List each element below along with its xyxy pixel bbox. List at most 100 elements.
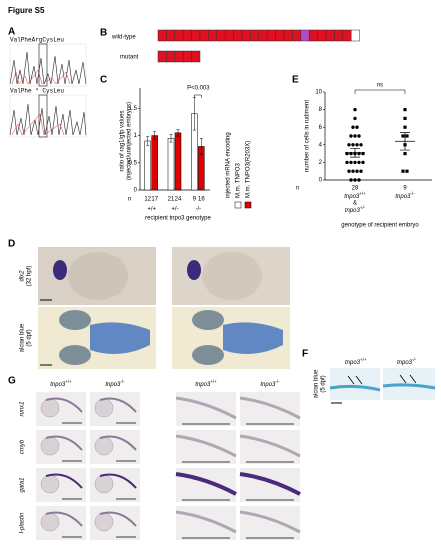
domain	[174, 29, 184, 42]
row-labels: dlx2 (32 hpf) alcian blue (5 dpf)	[20, 266, 33, 353]
x-label: recipient tnpo3 genotype	[145, 216, 211, 222]
domain	[199, 29, 209, 42]
domain	[233, 29, 243, 42]
n-value: 16	[198, 197, 205, 203]
domain	[166, 29, 176, 42]
point	[353, 178, 357, 182]
bracket	[194, 94, 202, 98]
domain	[208, 29, 218, 42]
domain	[241, 29, 251, 42]
legend-label: M.m. TNPO3	[236, 162, 242, 198]
column-header: tnpo3-/-	[105, 379, 125, 387]
point	[345, 160, 349, 165]
point	[403, 108, 407, 112]
image	[176, 392, 236, 426]
point	[353, 116, 357, 121]
point	[349, 178, 353, 182]
error-bar	[400, 132, 410, 151]
domain	[334, 29, 344, 42]
image	[240, 468, 300, 502]
embryo	[99, 397, 137, 413]
image	[240, 430, 300, 464]
panel-label: D	[8, 239, 15, 250]
n-label: n	[128, 197, 131, 203]
legend-title: injected mRNA encoding	[226, 132, 232, 198]
embryo	[239, 434, 301, 458]
y-tick-label: 10	[315, 90, 322, 96]
point	[403, 116, 407, 120]
bar	[174, 132, 182, 191]
embryo	[94, 436, 114, 456]
domain	[350, 29, 360, 42]
embryo	[45, 397, 83, 413]
error-bar	[146, 136, 150, 146]
annotation: ns	[377, 83, 383, 89]
point	[351, 143, 355, 147]
point	[401, 169, 405, 173]
x-tick-label: tnpo3+/+	[344, 191, 366, 199]
image	[176, 430, 236, 464]
point	[353, 107, 357, 112]
n-value: 28	[352, 186, 359, 192]
y-tick-label: 2	[319, 160, 323, 166]
y-tick-label: 0	[319, 178, 323, 184]
n-value: 9	[193, 197, 197, 203]
point	[403, 152, 407, 156]
images-f	[329, 368, 436, 404]
domain	[266, 29, 276, 42]
y-tick-label: 1	[134, 133, 138, 139]
chromatograms: ValPheArgCysLeu ValPhe * CysLeu	[9, 37, 87, 138]
point	[357, 160, 361, 165]
point	[355, 143, 359, 147]
panel-label: E	[292, 75, 299, 86]
n-value: 9	[403, 186, 407, 192]
embryo	[45, 473, 83, 489]
row-label: alcian blue	[20, 323, 26, 352]
point	[349, 134, 353, 138]
x-tick-label: &	[353, 201, 357, 207]
point	[347, 169, 351, 173]
error-bar	[199, 138, 203, 155]
row-label: (5 dpf)	[321, 375, 327, 392]
domain	[317, 29, 327, 42]
point	[357, 178, 361, 182]
embryo	[45, 435, 83, 451]
y-label: number of cells in rudiment	[305, 100, 311, 172]
domain	[166, 50, 176, 63]
embryo	[94, 398, 114, 418]
bar	[167, 138, 175, 191]
point	[405, 134, 409, 138]
panel-label: F	[302, 349, 308, 360]
point	[401, 134, 405, 138]
point	[361, 160, 365, 165]
x-tick-label: tnpo3+/-	[345, 205, 366, 213]
legend-swatch	[234, 201, 242, 209]
sequence: ValPheArgCysLeu	[10, 37, 64, 44]
embryo	[40, 512, 60, 532]
embryo	[99, 511, 137, 527]
panel-label: B	[100, 28, 107, 39]
row-label: (32 hpf)	[27, 266, 33, 287]
domain	[292, 29, 302, 42]
point	[347, 143, 351, 147]
embryo	[239, 510, 301, 534]
point	[403, 125, 407, 129]
panel-label: A	[8, 27, 15, 38]
point	[353, 134, 357, 138]
y-tick-label: 0.5	[129, 160, 138, 166]
embryo	[94, 474, 114, 494]
y-tick-label: 8	[319, 107, 323, 113]
point	[357, 134, 361, 138]
y-label: (injected/uninjected embryos)	[127, 102, 133, 180]
error-bar	[176, 129, 180, 137]
error-bar	[350, 147, 360, 158]
embryo	[40, 436, 60, 456]
point	[405, 169, 409, 173]
x-tick-label: tnpo3-/-	[395, 191, 415, 199]
domain	[308, 29, 318, 42]
point	[355, 169, 359, 173]
annotation: P<0.003	[187, 86, 210, 92]
x-tick-label: +/-	[171, 207, 178, 213]
point	[359, 169, 363, 173]
domain	[191, 29, 201, 42]
